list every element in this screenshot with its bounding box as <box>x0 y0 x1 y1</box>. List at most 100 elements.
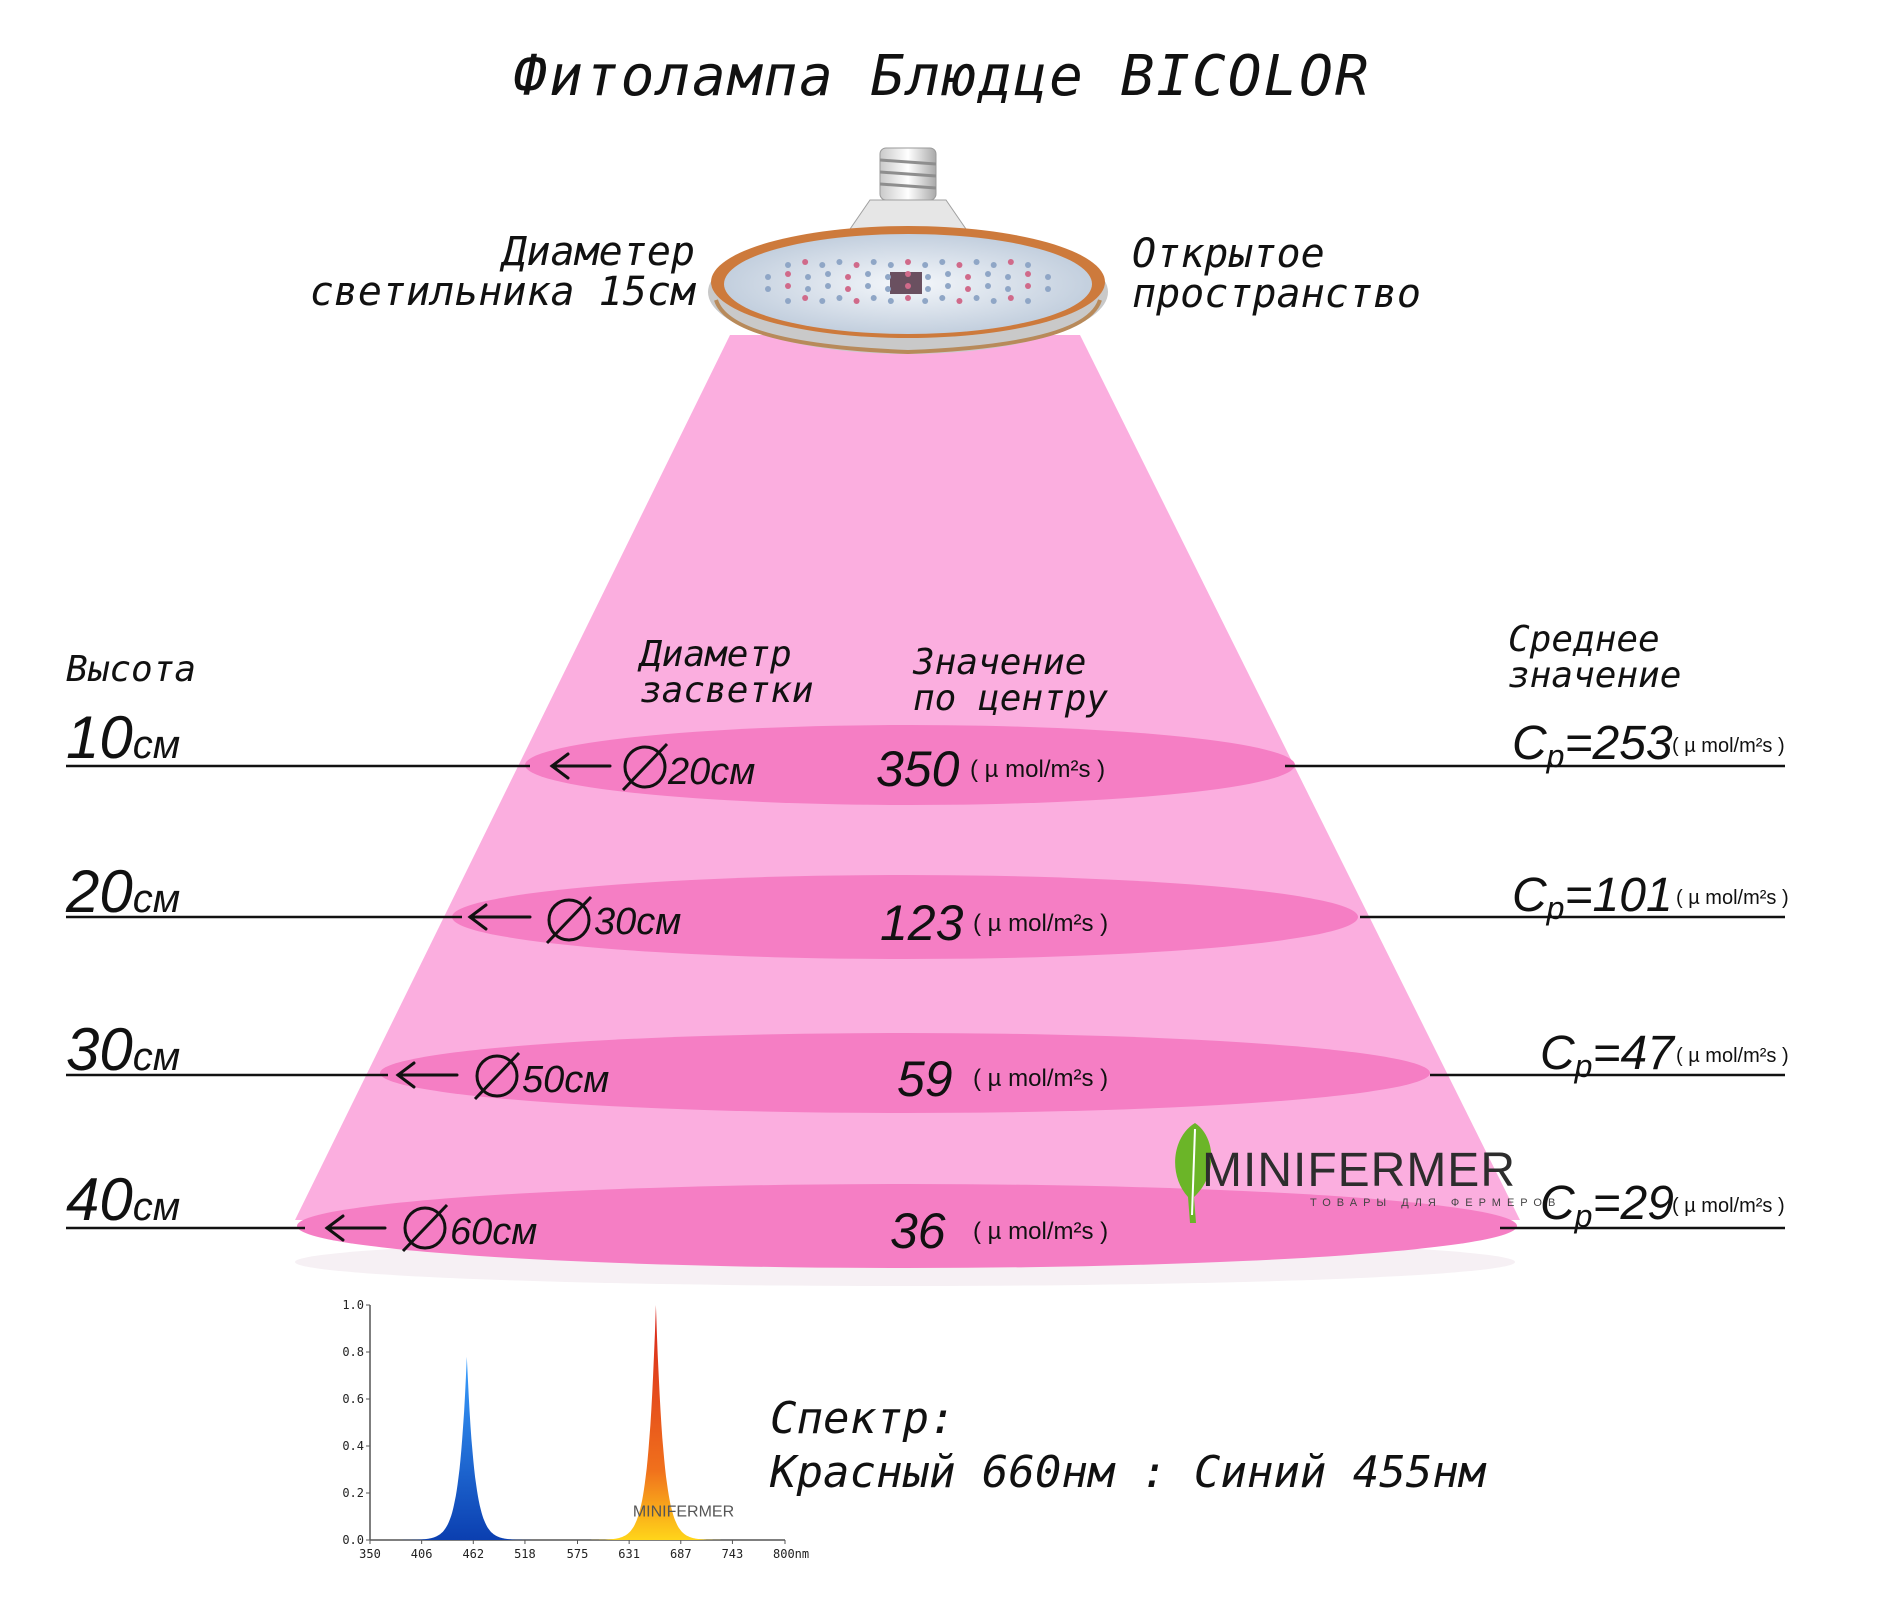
light-ellipse-20cm <box>452 875 1358 959</box>
average-value-30: Cp=47 <box>1540 1027 1674 1085</box>
led-dot <box>945 271 951 277</box>
spectrum-caption: Спектр: Красный 660нм : Синий 455нм <box>770 1392 1485 1500</box>
center-value-10: 350 <box>876 741 960 797</box>
x-tick-label: 687 <box>670 1547 692 1561</box>
spectrum-caption-line2: Красный 660нм : Синий 455нм <box>770 1447 1486 1498</box>
led-dot <box>865 283 871 289</box>
open-space-label: Открытое пространство <box>1132 234 1421 314</box>
led-dot <box>945 283 951 289</box>
lamp-diameter-line1: Диаметер <box>502 229 695 275</box>
light-ellipse-40cm <box>297 1184 1517 1268</box>
led-dot <box>785 298 791 304</box>
center-unit-40: ( µ mol/m²s ) <box>973 1218 1109 1245</box>
header-average-value: Среднее значение <box>1508 622 1681 694</box>
led-dot <box>845 286 851 292</box>
led-dot <box>922 298 929 304</box>
led-dot <box>853 298 860 304</box>
led-dot <box>1045 274 1051 280</box>
led-dot <box>973 259 980 265</box>
led-dot <box>1025 271 1031 277</box>
arrow-left-40 <box>324 1214 387 1242</box>
led-dot <box>965 274 971 280</box>
logo-brand: MINIFERMER <box>1202 1144 1516 1197</box>
header-average-line1: Среднее <box>1508 619 1660 660</box>
diameter-value-20: 30см <box>594 901 682 943</box>
height-label-30: 30см <box>66 1016 181 1083</box>
led-dot <box>925 274 931 280</box>
x-tick-label: 406 <box>411 1547 433 1561</box>
average-unit-40: ( µ mol/m²s ) <box>1672 1195 1785 1217</box>
x-tick-label: 462 <box>462 1547 484 1561</box>
led-dot <box>905 271 911 277</box>
led-dot <box>1025 262 1031 268</box>
led-dot <box>939 259 946 265</box>
spectrum-chart: 0.0 0.2 0.4 0.6 0.8 1.0 350 406 462 518 575 631 687 7… <box>342 1298 809 1561</box>
x-tick-label: 575 <box>567 1547 589 1561</box>
header-center-line1: Значение <box>913 642 1087 683</box>
average-unit-10: ( µ mol/m²s ) <box>1672 735 1785 757</box>
y-tick-label: 1.0 <box>342 1298 364 1312</box>
led-dot <box>956 262 963 268</box>
y-tick-label: 0.8 <box>342 1345 364 1359</box>
spectrum-peak-660nm <box>591 1305 721 1540</box>
arrow-left-10 <box>549 752 612 780</box>
x-tick-label: 631 <box>618 1547 640 1561</box>
led-dot <box>1025 298 1031 304</box>
led-dot <box>1005 286 1011 292</box>
led-dot <box>836 295 843 301</box>
open-space-line1: Открытое <box>1132 231 1325 277</box>
height-label-40: 40см <box>66 1166 181 1233</box>
led-dot <box>956 298 963 304</box>
height-label-10: 10см <box>66 704 181 771</box>
minifermer-logo: MINIFERMER ТОВАРЫ ДЛЯ ФЕРМЕРОВ <box>1160 1115 1555 1225</box>
led-dot <box>765 274 771 280</box>
average-value-10: Cp=253 <box>1512 717 1673 775</box>
led-dot <box>1005 274 1011 280</box>
led-dot <box>965 286 971 292</box>
diameter-value-40: 60см <box>450 1211 538 1253</box>
center-unit-30: ( µ mol/m²s ) <box>973 1065 1109 1092</box>
led-dot <box>825 271 831 277</box>
center-unit-20: ( µ mol/m²s ) <box>973 910 1109 937</box>
led-dot <box>990 298 997 304</box>
led-dot <box>1025 283 1031 289</box>
led-dot <box>885 274 891 280</box>
header-diameter: Диаметр засветки <box>640 637 813 709</box>
x-tick-label: 518 <box>514 1547 536 1561</box>
led-dot <box>885 286 891 292</box>
center-value-40: 36 <box>890 1203 946 1259</box>
light-ellipse-30cm <box>380 1033 1430 1113</box>
led-dot <box>1007 259 1014 265</box>
y-tick-label: 0.4 <box>342 1439 364 1453</box>
height-label-20: 20см <box>66 858 181 925</box>
spectrum-watermark: MINIFERMER <box>633 1504 734 1521</box>
led-dot <box>785 262 791 268</box>
led-dot <box>985 283 991 289</box>
page-title: Фитолампа Блюдце BICOLOR <box>513 44 1371 109</box>
x-tick-label: 350 <box>359 1547 381 1561</box>
led-dot <box>836 259 843 265</box>
diameter-symbol-30 <box>473 1051 521 1101</box>
spectrum-caption-line1: Спектр: <box>770 1393 956 1444</box>
light-ellipse-10cm <box>525 725 1295 805</box>
header-center-value: Значение по центру <box>913 645 1108 717</box>
header-height: Высота <box>66 649 197 690</box>
header-diameter-line1: Диаметр <box>640 634 792 675</box>
y-tick-label: 0.2 <box>342 1486 364 1500</box>
led-dot <box>802 259 809 265</box>
led-dot <box>905 295 911 301</box>
led-dot <box>785 271 791 277</box>
led-dot <box>985 271 991 277</box>
diameter-symbol-10 <box>621 742 669 792</box>
led-dot <box>922 262 929 268</box>
lamp-diameter-line2: светильника 15см <box>309 269 695 315</box>
average-unit-20: ( µ mol/m²s ) <box>1676 887 1789 909</box>
led-dot <box>785 283 791 289</box>
led-dot <box>905 259 911 265</box>
diameter-symbol-20 <box>545 895 593 945</box>
logo-tagline: ТОВАРЫ ДЛЯ ФЕРМЕРОВ <box>1310 1197 1562 1209</box>
x-tick-label: 800nm <box>773 1547 809 1561</box>
center-value-20: 123 <box>880 895 964 951</box>
